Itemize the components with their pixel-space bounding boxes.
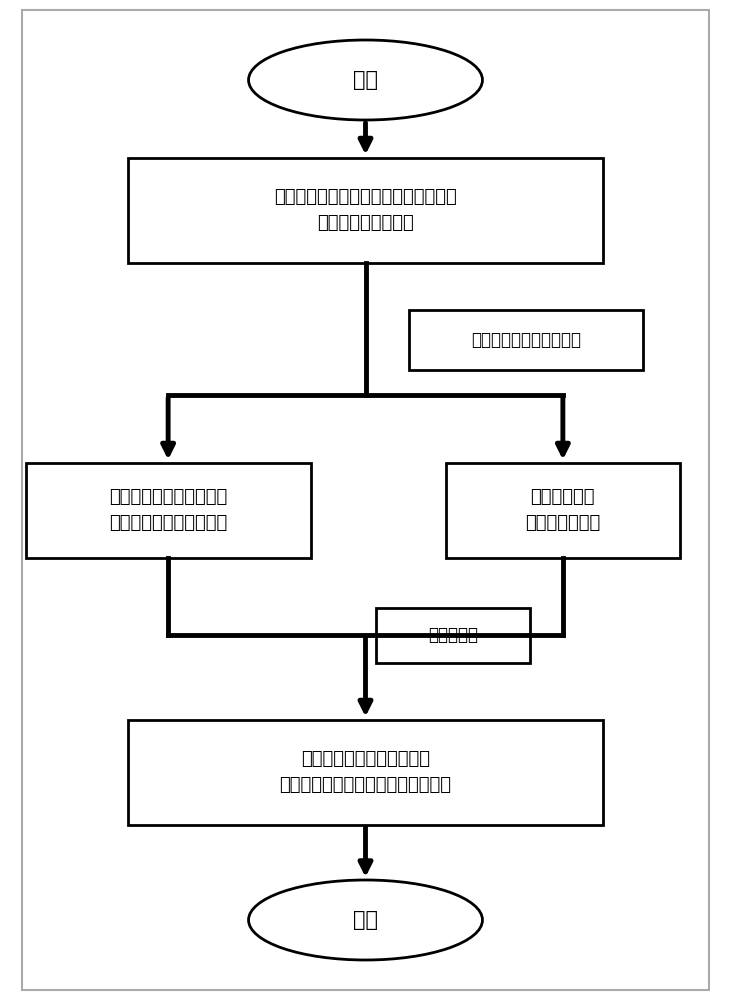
FancyBboxPatch shape xyxy=(446,462,680,558)
Text: 避免奇异现象
固定时间滑模面: 避免奇异现象 固定时间滑模面 xyxy=(526,488,600,532)
Ellipse shape xyxy=(249,40,482,120)
FancyBboxPatch shape xyxy=(409,310,643,370)
FancyBboxPatch shape xyxy=(26,462,311,558)
Text: 开始: 开始 xyxy=(353,70,378,90)
Text: 是否满足滑模面约束条件: 是否满足滑模面约束条件 xyxy=(471,331,581,349)
Text: 将动力定位船运动学和动力学模型转换
为二阶仿射数学模型: 将动力定位船运动学和动力学模型转换 为二阶仿射数学模型 xyxy=(274,188,457,232)
Text: 构建各状态随时间同步收敛
海上作业船固定时间动力定位控制器: 构建各状态随时间同步收敛 海上作业船固定时间动力定位控制器 xyxy=(279,750,452,794)
FancyBboxPatch shape xyxy=(376,608,530,663)
Ellipse shape xyxy=(249,880,482,960)
Text: 基于方向向量的符号函数
构建新型固定时间滑模面: 基于方向向量的符号函数 构建新型固定时间滑模面 xyxy=(109,488,227,532)
Text: 结束: 结束 xyxy=(353,910,378,930)
FancyBboxPatch shape xyxy=(128,720,603,824)
FancyBboxPatch shape xyxy=(128,157,603,262)
Text: 切换滑模面: 切换滑模面 xyxy=(428,626,478,644)
